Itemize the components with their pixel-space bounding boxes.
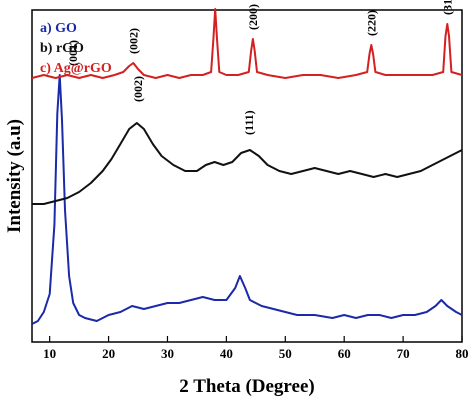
x-axis-ticks: 10 20 30 40 50 60 70 80 [43,336,469,361]
peak-label-2: (002) [131,76,145,102]
x-tick-label-60: 60 [338,346,351,361]
peak-label-layer: (001)(002)(111)(002)(111)(200)(220)(311) [66,0,454,135]
x-tick-label-40: 40 [220,346,233,361]
peak-label-8: (311) [440,0,454,15]
legend-entry-2: b) rGO [40,41,84,56]
peak-label-7: (220) [364,10,378,36]
peak-label-1: (001) [66,40,80,66]
x-axis-title: 2 Theta (Degree) [179,376,314,397]
plot-frame [31,9,463,343]
legend: a) GO b) rGO c) Ag@rGO [40,21,112,76]
x-tick-label-80: 80 [456,346,469,361]
x-tick-label-70: 70 [397,346,410,361]
x-tick-label-50: 50 [279,346,292,361]
peak-label-6: (200) [246,4,260,30]
legend-entry-3: c) Ag@rGO [40,61,112,76]
series-layer [31,8,463,325]
series-line-3 [31,8,463,79]
legend-entry-1: a) GO [40,21,77,36]
series-line-2 [32,122,463,205]
x-tick-label-10: 10 [43,346,56,361]
peak-label-3: (111) [242,110,256,135]
x-tick-label-20: 20 [102,346,115,361]
series-line-1 [31,74,463,325]
peak-label-4: (002) [126,28,140,54]
x-tick-label-30: 30 [161,346,174,361]
y-axis-title: Intensity (a.u) [4,119,25,233]
